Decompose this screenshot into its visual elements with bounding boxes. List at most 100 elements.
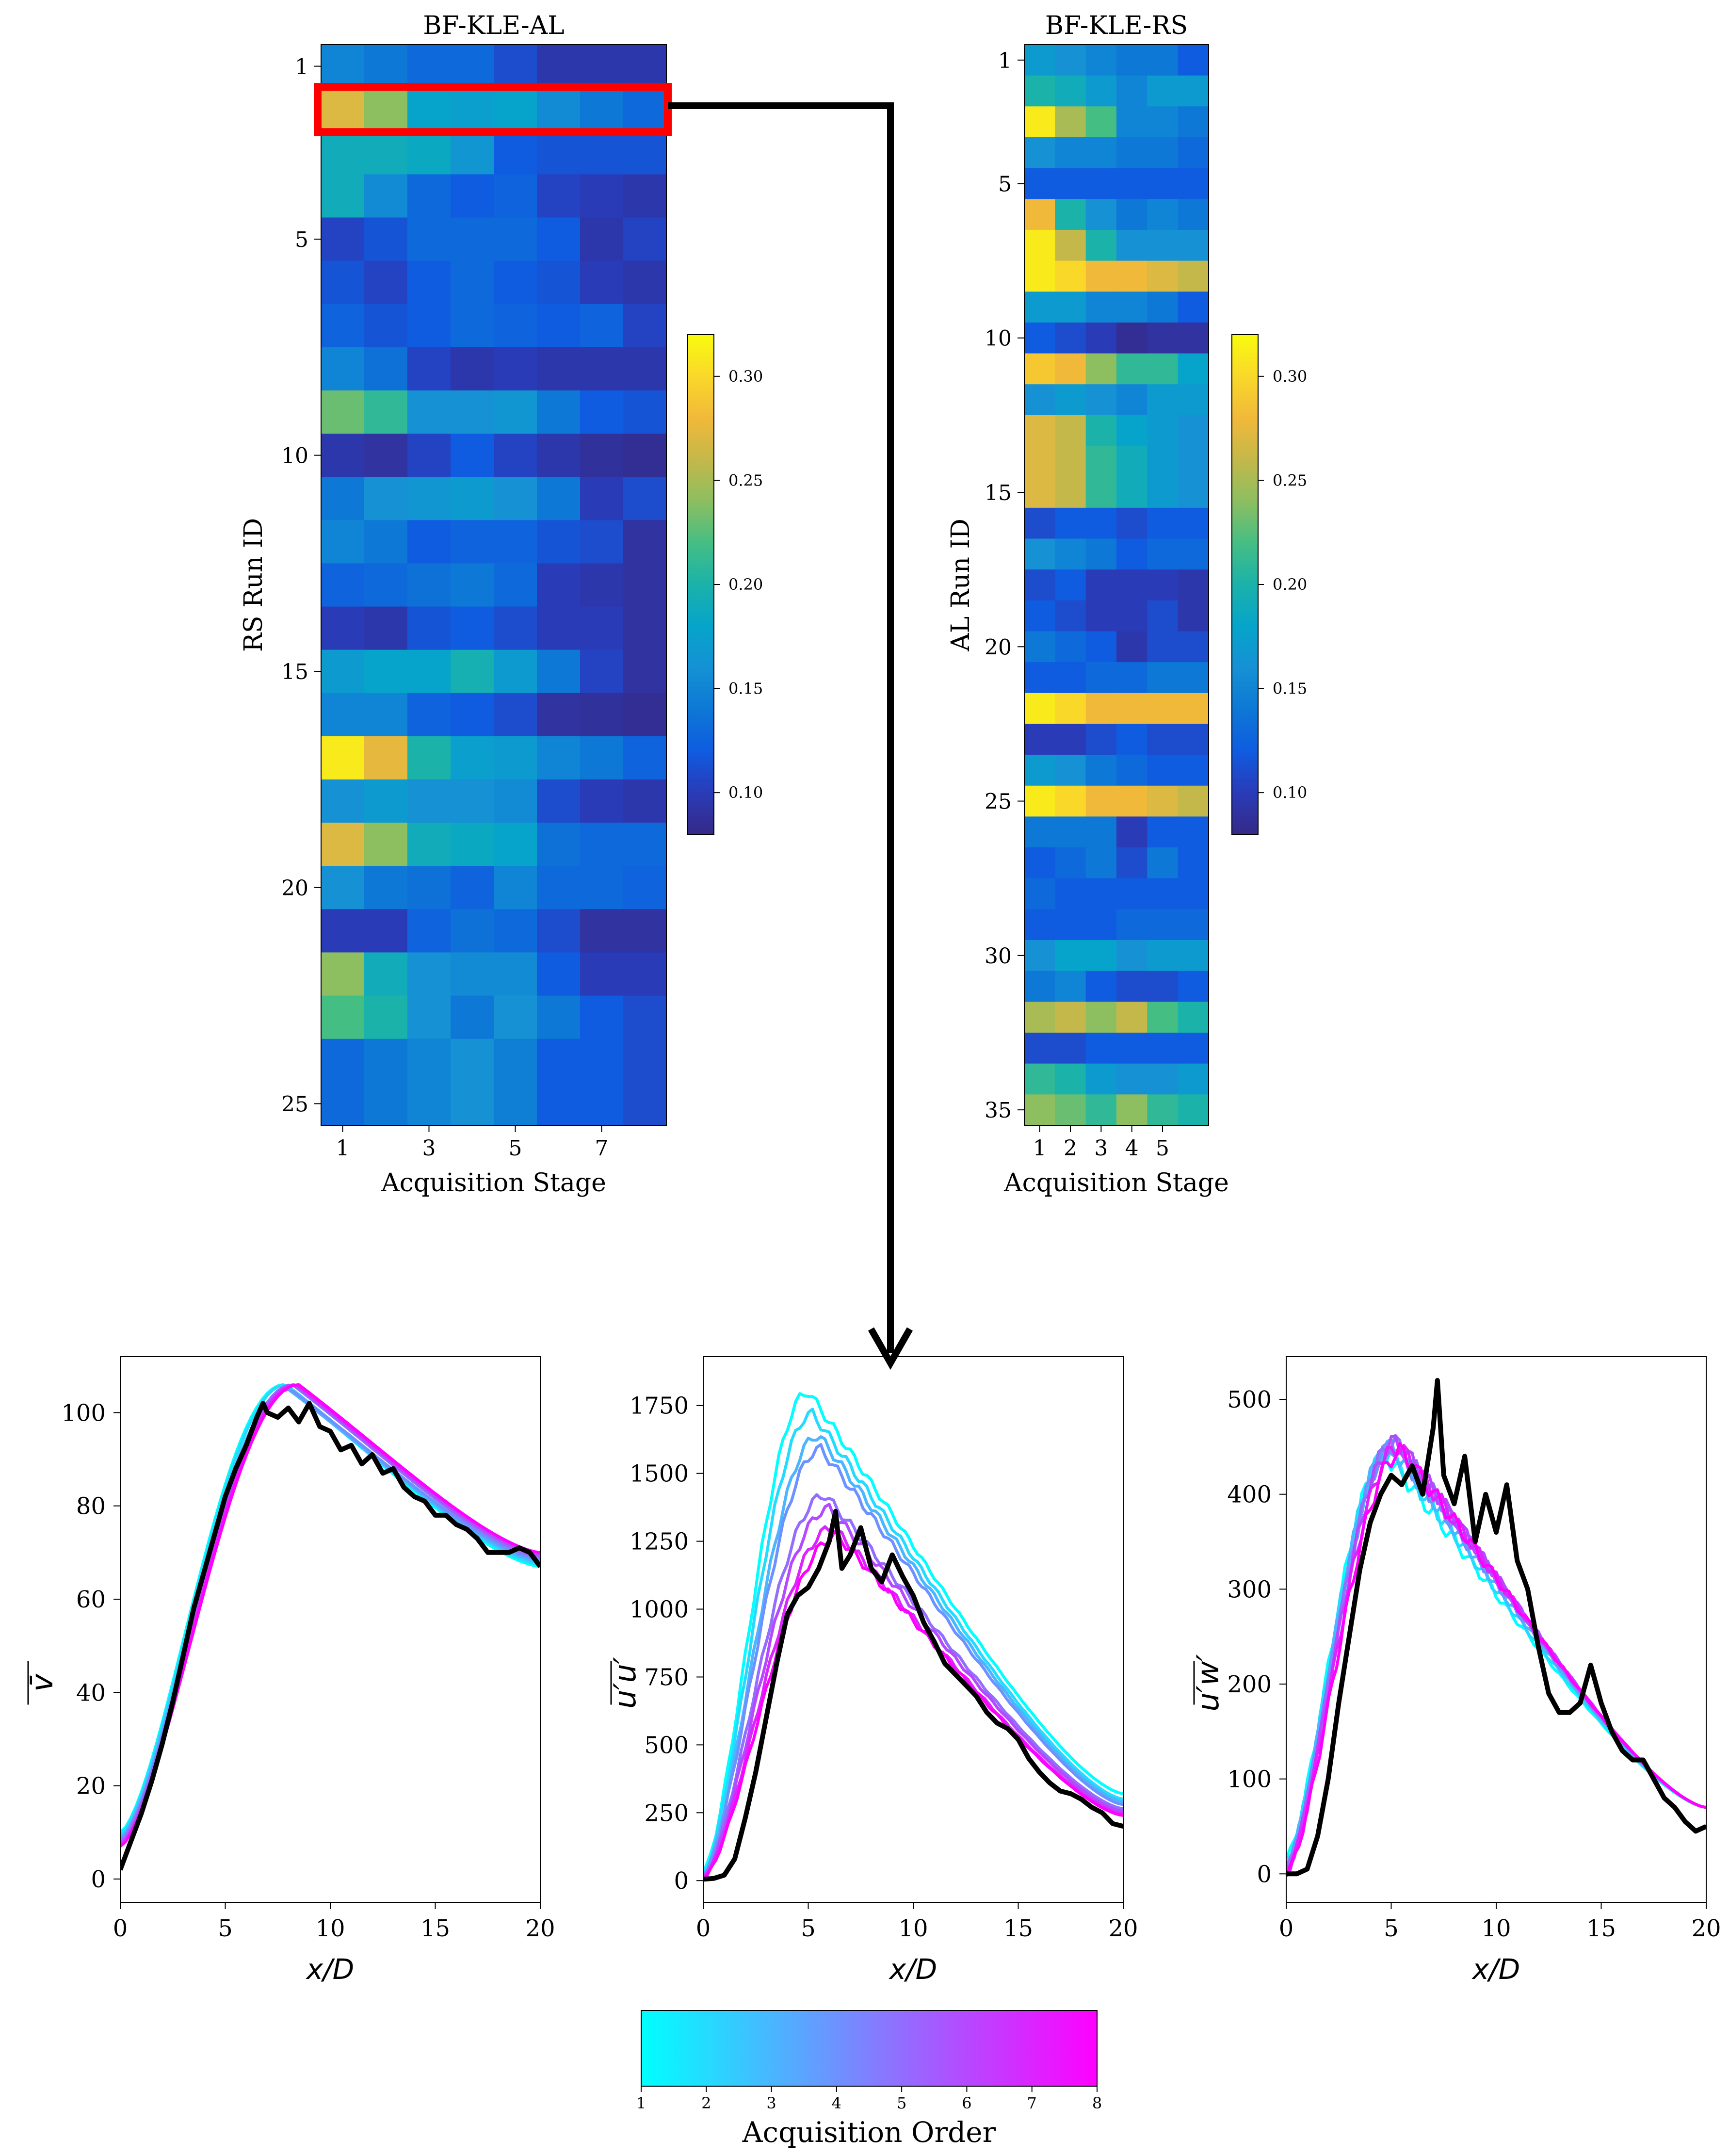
hm-rs-cell bbox=[1147, 137, 1179, 169]
hm-rs-cell bbox=[1147, 940, 1179, 972]
uw-xtick-label: 20 bbox=[1691, 1915, 1721, 1942]
hm-al-cell bbox=[364, 909, 408, 953]
vbar-ytick-label: 80 bbox=[76, 1493, 106, 1520]
hm-al-cell bbox=[364, 952, 408, 996]
hm-al-cell bbox=[494, 866, 537, 909]
hm-rs-cell bbox=[1178, 724, 1209, 755]
order-tick-label: 1 bbox=[636, 2094, 646, 2112]
hm-al-cell bbox=[537, 606, 581, 650]
uu-xtick-label: 20 bbox=[1108, 1915, 1138, 1942]
hm-rs-cell bbox=[1116, 229, 1147, 261]
hm-rs-cell bbox=[1024, 538, 1055, 570]
hm-al-cell bbox=[364, 995, 408, 1039]
hm-al-cell bbox=[494, 217, 537, 261]
hm-rs-ytick-label: 30 bbox=[985, 944, 1012, 969]
order-tick-label: 7 bbox=[1027, 2094, 1037, 2112]
hm-al-cell bbox=[451, 1082, 494, 1126]
hm-rs-cell bbox=[1024, 693, 1055, 725]
hm-al-cell bbox=[494, 260, 537, 305]
uu-ytick-label: 250 bbox=[644, 1799, 689, 1827]
hm-rs-cell bbox=[1055, 631, 1086, 663]
hm-rs-cell bbox=[1147, 1063, 1179, 1095]
heatmap-rs-title: BF-KLE-RS bbox=[1045, 11, 1188, 40]
hm-rs-cell bbox=[1178, 137, 1209, 169]
hm-al-cell bbox=[321, 477, 365, 520]
hm-rs-cell bbox=[1024, 229, 1055, 261]
vbar-curves bbox=[120, 1383, 540, 1871]
vbar-series-line bbox=[120, 1383, 540, 1833]
uw-ytick-label: 200 bbox=[1227, 1671, 1272, 1698]
hm-al-cell bbox=[321, 649, 365, 694]
uu-xtick-label: 5 bbox=[801, 1915, 816, 1942]
heatmap-al-xticks: 1 3 5 7 bbox=[336, 1125, 609, 1161]
hm-rs-cell bbox=[1024, 75, 1055, 107]
hm-rs-cell bbox=[1085, 847, 1117, 879]
hm-rs-cell bbox=[1085, 507, 1117, 539]
hm-rs-cell bbox=[1147, 322, 1179, 354]
hm-al-cell bbox=[580, 563, 624, 607]
hm-rs-cell bbox=[1116, 724, 1147, 755]
hm-rs-xtick-label: 4 bbox=[1125, 1136, 1139, 1161]
order-tick-label: 6 bbox=[962, 2094, 971, 2112]
hm-rs-cell bbox=[1178, 693, 1209, 725]
hm-al-cell bbox=[580, 390, 624, 434]
hm-rs-cell bbox=[1116, 292, 1147, 323]
heatmap-rs-cells bbox=[1024, 45, 1209, 1126]
hm-al-cell bbox=[407, 1038, 451, 1083]
hm-rs-cell bbox=[1178, 1002, 1209, 1033]
heatmap-al-ylabel: RS Run ID bbox=[239, 518, 268, 652]
hm-al-cell bbox=[451, 736, 494, 780]
uu-series-line bbox=[703, 1503, 1123, 1878]
hm-al-cell bbox=[407, 131, 451, 175]
hm-rs-cell bbox=[1024, 724, 1055, 755]
hm-rs-cell bbox=[1116, 600, 1147, 632]
hm-al-cell bbox=[494, 736, 537, 780]
uw-ytick-label: 400 bbox=[1227, 1481, 1272, 1508]
hm-rs-cell bbox=[1055, 785, 1086, 817]
hm-rs-cell bbox=[1178, 847, 1209, 879]
hm-rs-cell bbox=[1085, 631, 1117, 663]
colorbar-al-ticks: 0.10 0.15 0.20 0.25 0.30 bbox=[714, 367, 763, 802]
hm-al-cell bbox=[451, 823, 494, 866]
hm-al-cell bbox=[451, 520, 494, 564]
hm-al-cell bbox=[407, 304, 451, 348]
hm-rs-cell bbox=[1178, 106, 1209, 138]
line-plot-vbar: 0 5 10 15 20 0 20 40 60 80 100 x/D v̄ bbox=[24, 1356, 555, 1986]
hm-rs-cell bbox=[1085, 199, 1117, 230]
hm-al-cell bbox=[537, 390, 581, 434]
hm-rs-cell bbox=[1178, 446, 1209, 477]
hm-al-xtick-label: 1 bbox=[336, 1136, 350, 1161]
hm-al-cell bbox=[580, 260, 624, 305]
hm-al-cell bbox=[364, 88, 408, 131]
hm-al-cell bbox=[494, 693, 537, 737]
hm-al-cell bbox=[364, 45, 408, 88]
hm-al-cell bbox=[623, 736, 667, 780]
hm-al-cell bbox=[623, 952, 667, 996]
hm-rs-cell bbox=[1116, 538, 1147, 570]
vbar-ylabel: v̄ bbox=[24, 1673, 60, 1692]
hm-al-cell bbox=[321, 563, 365, 607]
hm-rs-cell bbox=[1147, 260, 1179, 292]
hm-al-cell bbox=[364, 779, 408, 823]
hm-al-cell bbox=[364, 563, 408, 607]
hm-rs-cell bbox=[1116, 1033, 1147, 1064]
hm-rs-cell bbox=[1116, 477, 1147, 508]
hm-al-cell bbox=[537, 693, 581, 737]
hm-al-cell bbox=[451, 174, 494, 218]
hm-al-cell bbox=[623, 347, 667, 391]
hm-rs-cell bbox=[1024, 600, 1055, 632]
colorbar-al: 0.10 0.15 0.20 0.25 0.30 bbox=[687, 334, 763, 835]
hm-al-cell bbox=[623, 88, 667, 131]
hm-rs-cell bbox=[1116, 1063, 1147, 1095]
hm-rs-cell bbox=[1147, 878, 1179, 909]
hm-al-cell bbox=[494, 823, 537, 866]
hm-rs-cell bbox=[1178, 199, 1209, 230]
hm-rs-cell bbox=[1178, 878, 1209, 909]
hm-al-cell bbox=[537, 131, 581, 175]
uw-xtick-label: 0 bbox=[1279, 1915, 1294, 1942]
hm-rs-cell bbox=[1116, 260, 1147, 292]
hm-al-cell bbox=[537, 217, 581, 261]
hm-rs-cell bbox=[1147, 199, 1179, 230]
hm-rs-cell bbox=[1085, 415, 1117, 447]
hm-al-cell bbox=[623, 1038, 667, 1083]
